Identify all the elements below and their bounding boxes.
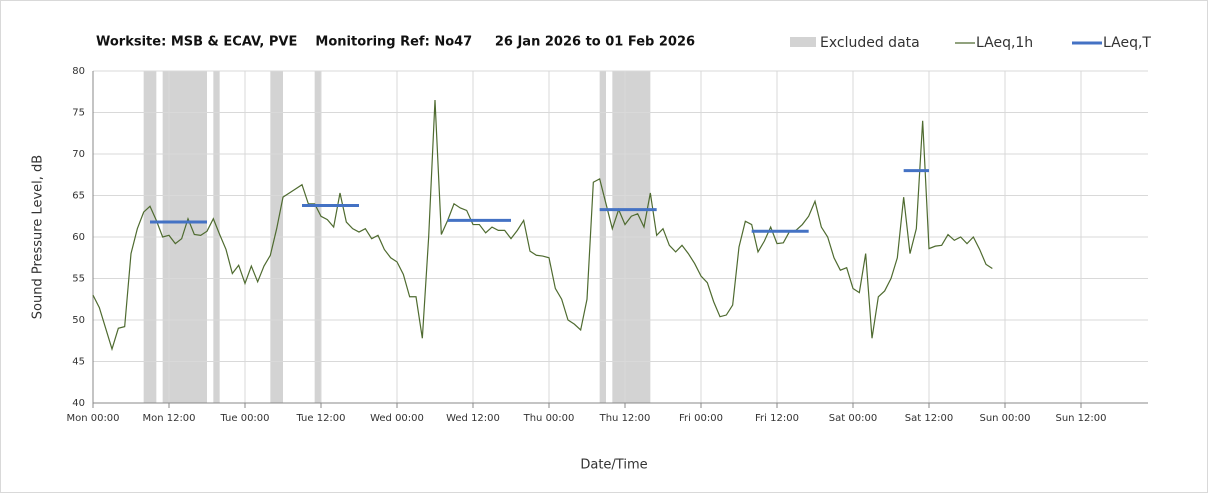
x-tick-label: Wed 12:00 bbox=[446, 413, 500, 424]
data-line bbox=[92, 100, 993, 352]
x-tick-label: Thu 00:00 bbox=[523, 413, 575, 424]
x-tick-label: Fri 12:00 bbox=[755, 413, 799, 424]
x-axis-label: Date/Time bbox=[580, 458, 647, 473]
x-tick-label: Sat 12:00 bbox=[905, 413, 953, 424]
x-tick-label: Thu 12:00 bbox=[599, 413, 651, 424]
y-tick-label: 40 bbox=[72, 398, 85, 409]
x-tick-label: Sat 00:00 bbox=[829, 413, 877, 424]
legend-label: LAeq,T bbox=[1103, 35, 1151, 51]
x-tick-label: Wed 00:00 bbox=[370, 413, 424, 424]
y-tick-label: 50 bbox=[72, 315, 85, 326]
x-tick-label: Tue 12:00 bbox=[295, 413, 345, 424]
legend-swatch bbox=[790, 37, 816, 47]
y-tick-label: 70 bbox=[72, 149, 85, 160]
x-tick-label: Tue 00:00 bbox=[219, 413, 269, 424]
legend-label: LAeq,1h bbox=[976, 35, 1033, 51]
y-tick-label: 75 bbox=[72, 108, 85, 119]
legend-label: Excluded data bbox=[820, 35, 920, 51]
y-tick-label: 80 bbox=[72, 66, 85, 77]
x-tick-label: Sun 00:00 bbox=[979, 413, 1030, 424]
chart-title: Worksite: MSB & ECAV, PVE Monitoring Ref… bbox=[96, 35, 695, 50]
y-tick-label: 65 bbox=[72, 191, 85, 202]
x-tick-label: Mon 00:00 bbox=[66, 413, 119, 424]
y-tick-label: 60 bbox=[72, 232, 85, 243]
y-tick-label: 45 bbox=[72, 357, 85, 368]
x-tick-label: Sun 12:00 bbox=[1055, 413, 1106, 424]
x-tick-label: Fri 00:00 bbox=[679, 413, 723, 424]
x-tick-label: Mon 12:00 bbox=[142, 413, 195, 424]
y-tick-label: 55 bbox=[72, 274, 85, 285]
y-axis-label: Sound Pressure Level, dB bbox=[31, 155, 46, 319]
